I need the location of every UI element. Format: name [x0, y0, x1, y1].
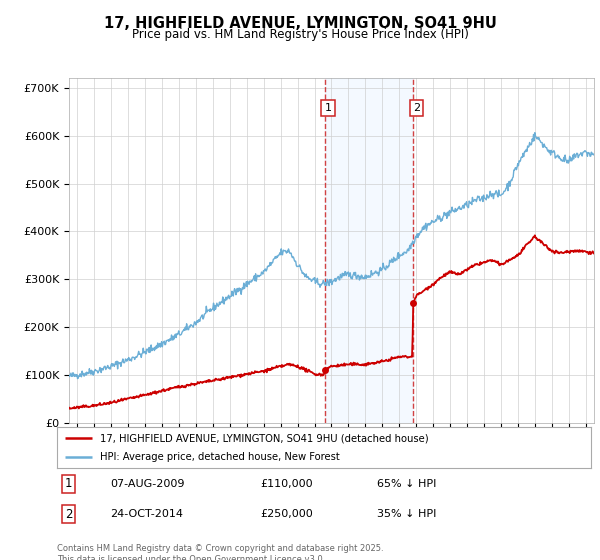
Text: 2: 2 [413, 102, 420, 113]
Text: HPI: Average price, detached house, New Forest: HPI: Average price, detached house, New … [100, 452, 340, 461]
Text: Contains HM Land Registry data © Crown copyright and database right 2025.
This d: Contains HM Land Registry data © Crown c… [57, 544, 383, 560]
Text: 65% ↓ HPI: 65% ↓ HPI [377, 479, 437, 489]
Bar [325, 78, 413, 423]
Text: 17, HIGHFIELD AVENUE, LYMINGTON, SO41 9HU (detached house): 17, HIGHFIELD AVENUE, LYMINGTON, SO41 9H… [100, 433, 428, 443]
Text: £110,000: £110,000 [260, 479, 313, 489]
Text: 07-AUG-2009: 07-AUG-2009 [110, 479, 185, 489]
Text: 35% ↓ HPI: 35% ↓ HPI [377, 509, 437, 519]
Text: 1: 1 [325, 102, 331, 113]
Text: 2: 2 [65, 507, 73, 521]
Text: 17, HIGHFIELD AVENUE, LYMINGTON, SO41 9HU: 17, HIGHFIELD AVENUE, LYMINGTON, SO41 9H… [104, 16, 496, 31]
Text: Price paid vs. HM Land Registry's House Price Index (HPI): Price paid vs. HM Land Registry's House … [131, 28, 469, 41]
Text: 24-OCT-2014: 24-OCT-2014 [110, 509, 184, 519]
Text: £250,000: £250,000 [260, 509, 313, 519]
Text: 1: 1 [65, 477, 73, 491]
